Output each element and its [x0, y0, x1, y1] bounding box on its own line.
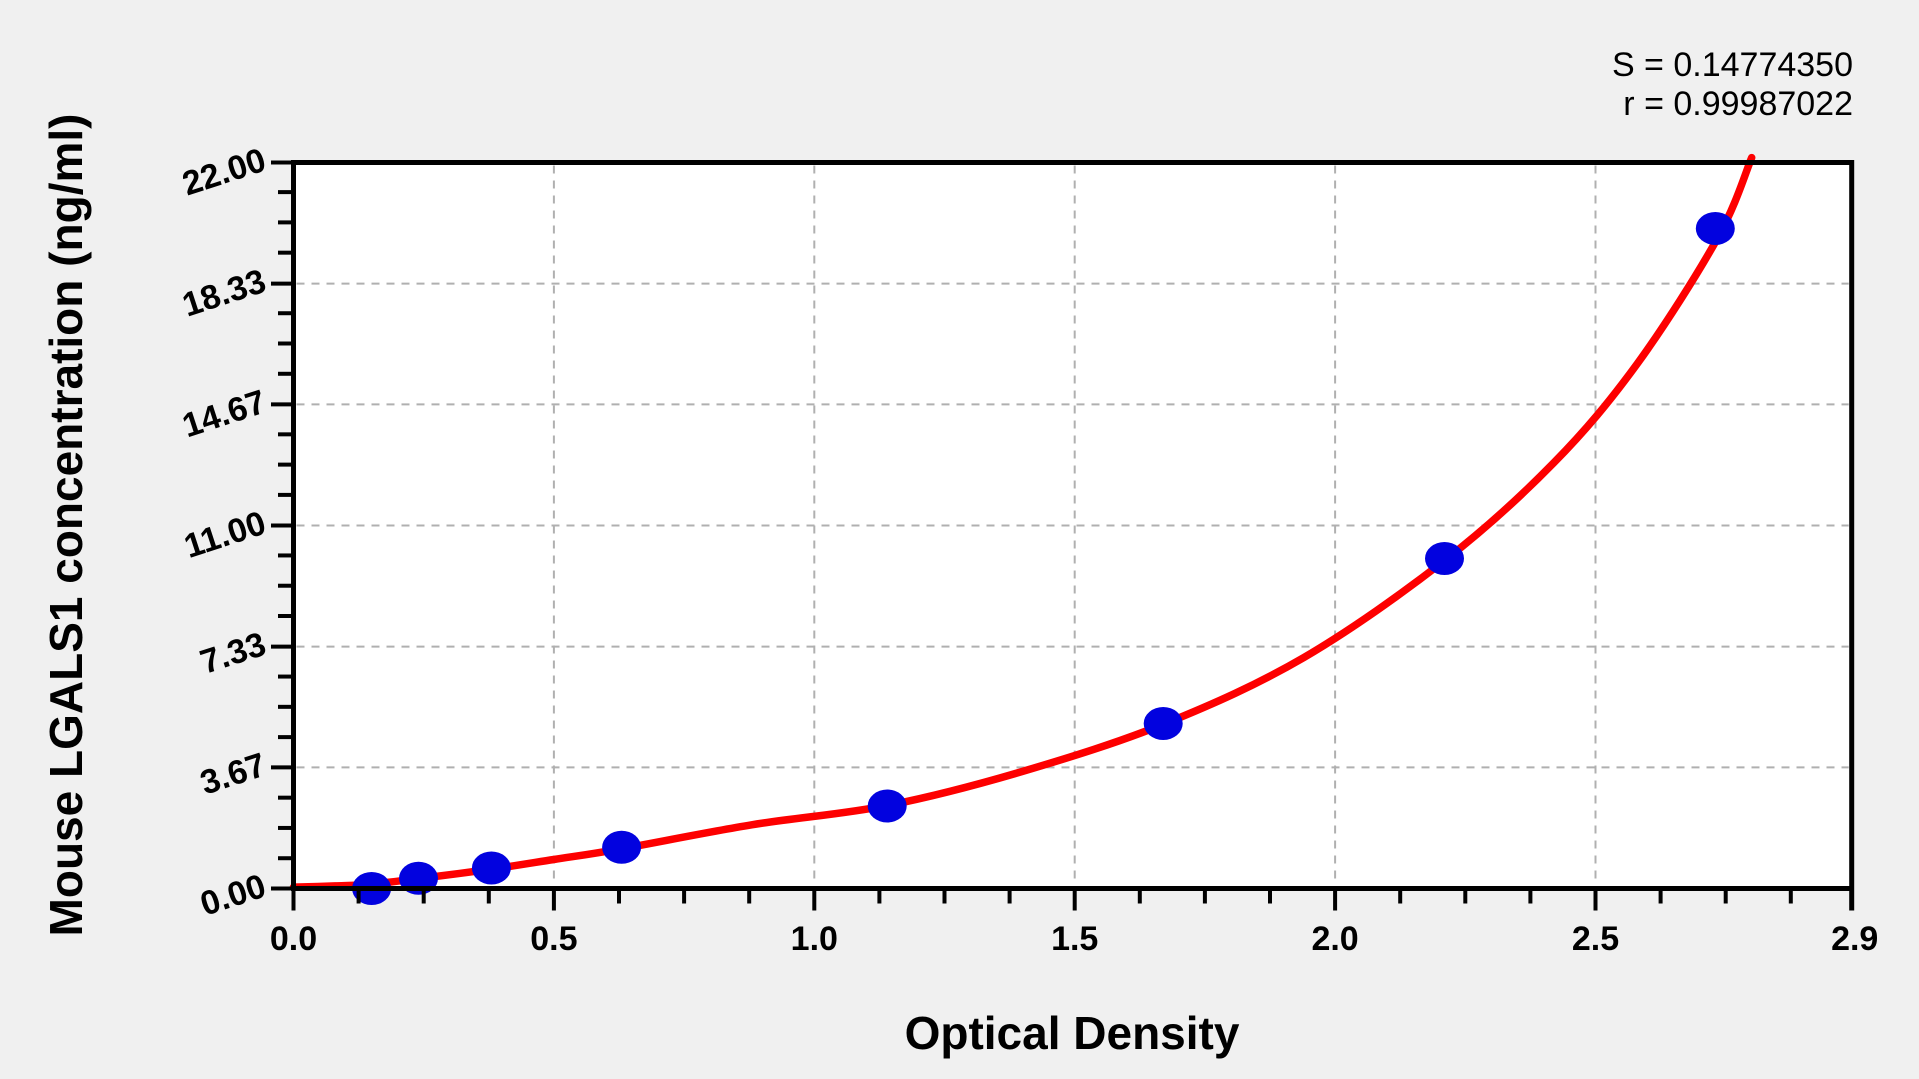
- data-point: [602, 830, 642, 864]
- fit-curve: [289, 153, 1756, 891]
- x-tick-label: 1.5: [1051, 920, 1098, 958]
- x-end-tick-label: 2.9: [1831, 920, 1878, 958]
- y-tick-label: 18.33: [178, 262, 271, 324]
- y-tick-label: 22.00: [178, 141, 271, 203]
- x-axis-title: Optical Density: [904, 1007, 1240, 1059]
- fit-statistics: S = 0.14774350 r = 0.99987022: [1612, 46, 1853, 124]
- fit-s-value: S = 0.14774350: [1611, 46, 1853, 84]
- fit-r-value: r = 0.99987022: [1623, 85, 1853, 123]
- data-point: [1425, 542, 1464, 575]
- x-tick-label: 1.0: [791, 920, 838, 958]
- y-tick-label: 0.00: [196, 867, 271, 924]
- y-tick-label: 11.00: [180, 504, 271, 566]
- data-point: [471, 851, 511, 885]
- x-tick-label: 2.0: [1311, 920, 1358, 958]
- data-point: [1143, 707, 1183, 740]
- y-tick-label: 7.33: [196, 625, 271, 682]
- plot-frame: [291, 160, 1855, 891]
- x-tick-label: 0.5: [530, 920, 577, 958]
- x-tick-label: 2.5: [1572, 920, 1619, 958]
- y-tick-label: 3.67: [196, 746, 271, 803]
- x-tick-label: 0.0: [270, 920, 317, 958]
- y-tick-label: 14.67: [178, 383, 271, 445]
- y-axis-title: Mouse LGALS1 concentration (ng/ml): [40, 113, 92, 937]
- data-point: [1695, 212, 1735, 245]
- data-point: [867, 789, 907, 823]
